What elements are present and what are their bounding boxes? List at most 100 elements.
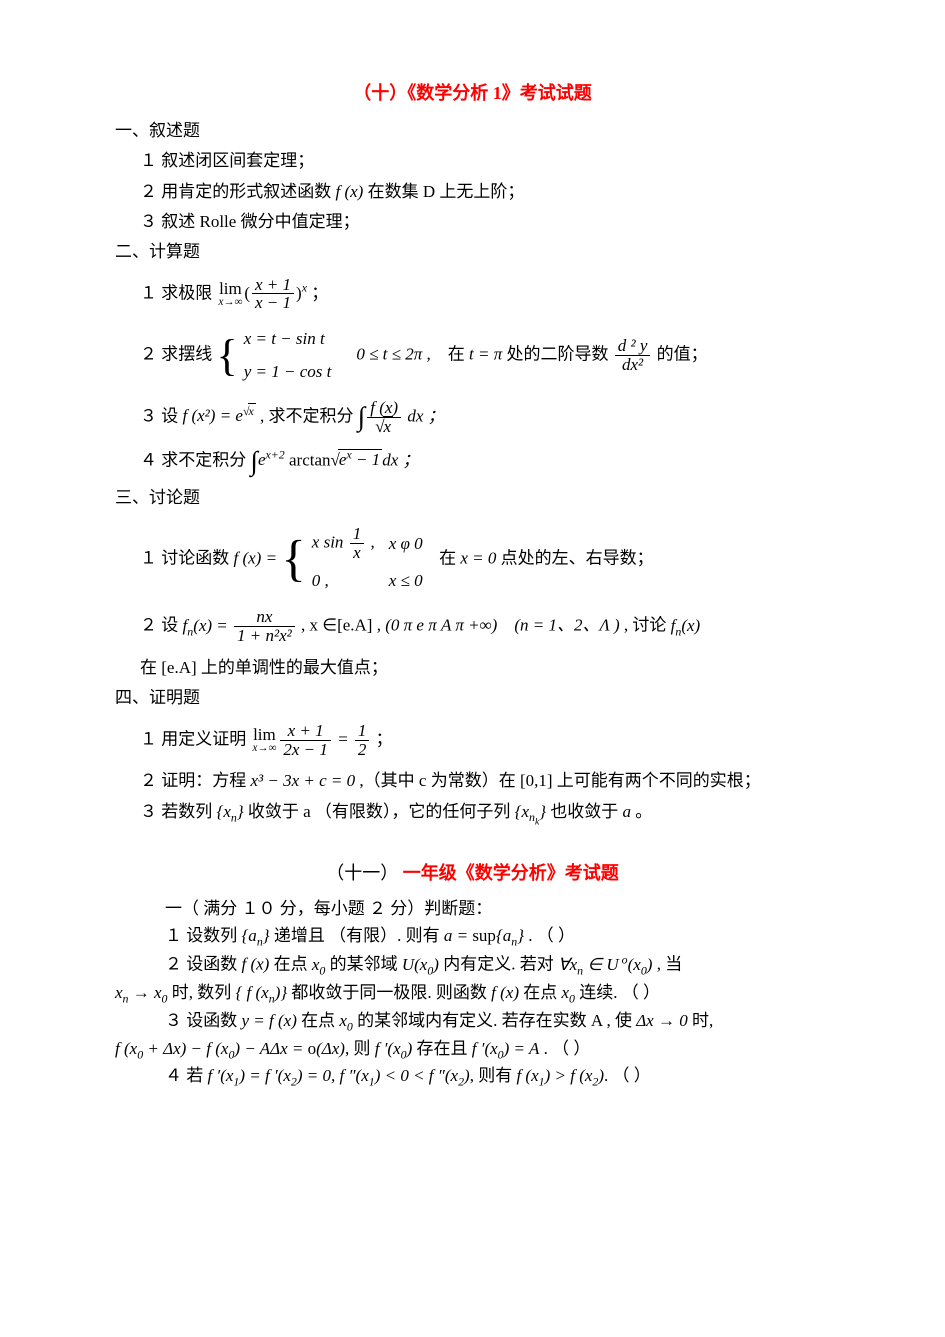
fraction: 12 xyxy=(355,722,370,759)
case-row: x sin 1x , xyxy=(306,523,381,564)
q3-mid2: 的某邻域内有定义. 若存在实数 A , 使 xyxy=(353,1011,636,1030)
U: U(x0) xyxy=(402,955,439,974)
eq1: f (x0 + Δx) − f (x0) − AΔx = o(Δx) xyxy=(115,1039,345,1058)
fx2-text: f (x²) = e xyxy=(183,406,243,425)
fraction: nx1 + n²x² xyxy=(234,608,295,645)
s3-q2-l2-post: 上的单调性的最大值点； xyxy=(197,658,388,677)
q3-post1: 时, xyxy=(688,1011,714,1030)
s3-q2-pre: ２ 设 xyxy=(140,616,183,635)
xn: {xn} xyxy=(217,802,244,821)
e11-q4: ４ 若 f ′(x1) = f ′(x2) = 0, f ″(x1) < 0 <… xyxy=(165,1063,830,1091)
title-red: 一年级《数学分析》考试题 xyxy=(398,863,619,883)
eq2: f (x1) > f (x2) xyxy=(516,1066,604,1085)
x0: x0 xyxy=(339,1011,353,1030)
e11-q3: ３ 设函数 y = f (x) 在点 x0 的某邻域内有定义. 若存在实数 A … xyxy=(165,1008,830,1036)
s4-q3-mid2: 也收敛于 a 。 xyxy=(546,802,652,821)
exam11-title: （十一） 一年级《数学分析》考试题 xyxy=(115,860,830,888)
q1-mid: 递增且 （有限）. 则有 xyxy=(270,926,444,945)
frac-d: dx² xyxy=(615,355,651,374)
q2-mid3: 内有定义. 若对 xyxy=(439,955,558,974)
interval: [e.A] xyxy=(161,658,196,677)
txt: , xyxy=(366,533,375,552)
dx: dx ； xyxy=(403,406,445,425)
xnk: {xnk} xyxy=(515,802,546,821)
section-4-heading: 四、证明题 xyxy=(115,685,830,711)
q3-mid1: 在点 xyxy=(297,1011,340,1030)
s4-q2: ２ 证明：方程 x³ − 3x + c = 0 ,（其中 c 为常数）在 [0,… xyxy=(140,768,830,794)
case-cond: x ≤ 0 xyxy=(383,566,429,596)
frac-n: d ² y xyxy=(615,337,651,355)
s1-q2-fx: f (x) xyxy=(336,182,364,201)
s2-q2-post: 的值； xyxy=(652,345,707,364)
fxn: { f (xn)} xyxy=(236,983,288,1002)
s4-q1: １ 用定义证明 limx→∞x + 12x − 1 = 12 ； xyxy=(140,722,830,759)
s1-q1: １ 叙述闭区间套定理； xyxy=(140,148,830,174)
frac-d: x xyxy=(350,543,365,562)
s2-q3: ３ 设 f (x²) = e√x , 求不定积分 ∫f (x)√x dx ； xyxy=(140,399,830,436)
q2-pre: ２ 设函数 xyxy=(165,955,242,974)
limit-operator: limx→∞ xyxy=(253,726,277,754)
s2-q2: ２ 求摆线 {x = t − sin ty = 1 − cos t 0 ≤ t … xyxy=(140,322,830,389)
s4-q2-pre: ２ 证明：方程 xyxy=(140,771,251,790)
case-row: y = 1 − cos t xyxy=(238,357,338,387)
e11-q2-l2: xn → x0 时, 数列 { f (xn)} 都收敛于同一极限. 则函数 f … xyxy=(115,980,830,1008)
eq1: f ′(x1) = f ′(x2) = 0, f ″(x1) < 0 < f ″… xyxy=(208,1066,470,1085)
integrand: ex+2 xyxy=(258,450,285,469)
s3-q1-post: 在 x = 0 点处的左、右导数； xyxy=(435,549,654,568)
case-cond: x φ 0 xyxy=(383,523,429,564)
frac-n: 1 xyxy=(350,525,365,543)
frac-n: nx xyxy=(234,608,295,626)
integral-icon: ∫ xyxy=(251,446,258,476)
lim-top: lim xyxy=(253,726,277,743)
s3-q2-mid2: , (0 π e π A π +∞) (n = 1、2、Λ ) xyxy=(372,616,623,635)
s3-q1-pre: １ 讨论函数 xyxy=(140,549,234,568)
sqrt-expr: √ex − 1 xyxy=(331,450,383,469)
eq: x³ − 3x + c = 0 xyxy=(251,771,356,790)
txt: x sin xyxy=(312,533,348,552)
q2-l2-mid2: 都收敛于同一极限. 则函数 xyxy=(287,983,491,1002)
lim-bot: x→∞ xyxy=(253,743,277,754)
q2-mid2: 的某邻域 xyxy=(325,955,402,974)
s3-q1: １ 讨论函数 f (x) = { x sin 1x ,x φ 0 0 ,x ≤ … xyxy=(140,521,830,598)
fx: f (x) = xyxy=(234,549,282,568)
range: 0 ≤ t ≤ 2π , xyxy=(356,345,430,364)
q1-pre: １ 设数列 xyxy=(165,926,242,945)
sqrt-arg: x xyxy=(248,403,256,418)
s3-q2-l2-pre: 在 xyxy=(140,658,161,677)
lim-bot: x→∞ xyxy=(219,297,243,308)
case-row: x = t − sin t xyxy=(238,324,338,354)
s3-q2: ２ 设 fn(x) = nx1 + n²x² , x ∈[e.A] , (0 π… xyxy=(140,608,830,645)
page: （十）《数学分析 1》考试试题 一、叙述题 １ 叙述闭区间套定理； ２ 用肯定的… xyxy=(0,0,945,1171)
section-1-heading: 一、叙述题 xyxy=(115,118,830,144)
s1-q3: ３ 叙述 Rolle 微分中值定理； xyxy=(140,209,830,235)
frac-d: 2 xyxy=(355,740,370,759)
exp: x+2 xyxy=(266,448,285,462)
txt: − 1 xyxy=(352,450,380,469)
q2-l2-post: 连续. （ ） xyxy=(575,983,660,1002)
s1-q2-post: 在数集 D 上无上阶； xyxy=(363,182,524,201)
s4-q2-mid: ,（其中 c 为常数）在 xyxy=(355,771,520,790)
brace-icon: { xyxy=(217,334,238,378)
sqrt-arg: x xyxy=(383,416,394,436)
q3-pre: ３ 设函数 xyxy=(165,1011,242,1030)
interval: [0,1] xyxy=(520,771,553,790)
limit-operator: limx→∞ xyxy=(219,280,243,308)
e11-s1-heading: 一（ 满分 １０ 分，每小题 ２ 分）判断题： xyxy=(165,896,830,922)
case-row: 0 , xyxy=(306,566,381,596)
frac-d: 1 + n²x² xyxy=(234,626,295,645)
s4-q2-post: 上可能有两个不同的实根； xyxy=(553,771,761,790)
an: {an} xyxy=(242,926,270,945)
s2-q4: ４ 求不定积分 ∫ex+2 arctan√ex − 1dx ； xyxy=(140,446,830,475)
q3-l2-post: . （ ） xyxy=(539,1039,590,1058)
cases: x sin 1x ,x φ 0 0 ,x ≤ 0 xyxy=(304,521,431,598)
title-black: （十一） xyxy=(326,863,398,883)
s4-q1-post: ； xyxy=(371,729,392,748)
q3-l2-mid2: 存在且 xyxy=(412,1039,472,1058)
txt: , 讨论 xyxy=(624,616,671,635)
e11-q3-l2: f (x0 + Δx) − f (x0) − AΔx = o(Δx), 则 f … xyxy=(115,1036,830,1064)
fp1: f ′(x0) xyxy=(375,1039,413,1058)
fn: fn(x) = xyxy=(183,616,233,635)
interval: [e.A] xyxy=(337,616,372,635)
fraction: d ² ydx² xyxy=(615,337,651,374)
arctan: arctan xyxy=(285,450,331,469)
